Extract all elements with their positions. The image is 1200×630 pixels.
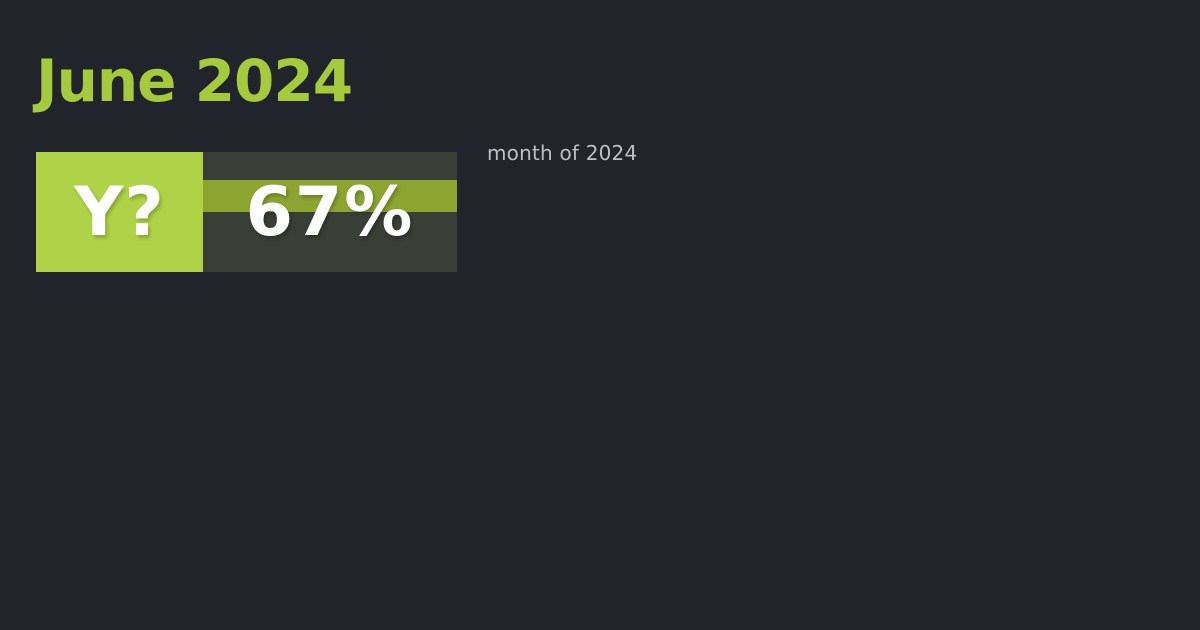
page-title: June 2024 [36, 47, 353, 115]
percentage-value: 67% [245, 172, 415, 252]
badge-value-panel: 67% [203, 152, 457, 272]
subtitle: month of 2024 [487, 141, 638, 165]
badge-logo: Y? [36, 152, 203, 272]
accent-stripe [203, 180, 457, 212]
percentage-badge: Y? 67% [36, 152, 457, 272]
